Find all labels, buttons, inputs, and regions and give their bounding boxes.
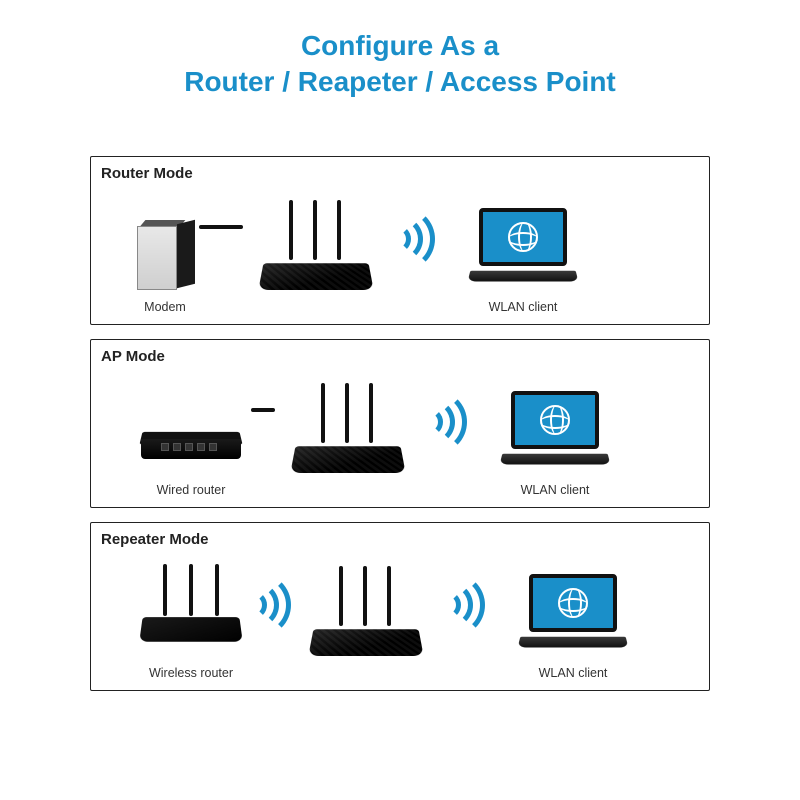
laptop-device: WLAN client bbox=[513, 570, 633, 680]
laptop-icon bbox=[495, 387, 615, 479]
asus-router-icon bbox=[275, 383, 415, 493]
cable-link-icon bbox=[199, 225, 243, 229]
wired-router-icon bbox=[131, 409, 251, 479]
laptop-icon bbox=[513, 570, 633, 662]
modem-device: Modem bbox=[131, 216, 199, 314]
globe-icon bbox=[558, 588, 588, 618]
modem-icon bbox=[131, 216, 199, 296]
laptop-device: WLAN client bbox=[463, 204, 583, 314]
panel-row: Wireless router bbox=[101, 552, 699, 680]
device-label: WLAN client bbox=[539, 666, 608, 680]
asus-router-icon bbox=[293, 566, 433, 676]
device-label: WLAN client bbox=[489, 300, 558, 314]
device-label: Wired router bbox=[157, 483, 226, 497]
globe-icon bbox=[540, 405, 570, 435]
panel-router-mode: Router Mode Modem bbox=[90, 156, 710, 325]
panel-row: Wired router WLAN client bbox=[101, 369, 699, 497]
panel-ap-mode: AP Mode Wired router bbox=[90, 339, 710, 508]
wifi-signal-icon bbox=[439, 570, 491, 640]
wifi-signal-icon bbox=[421, 387, 473, 457]
panel-title: Repeater Mode bbox=[101, 531, 699, 548]
panels-container: Router Mode Modem bbox=[90, 156, 710, 691]
title-line-1: Configure As a bbox=[184, 28, 616, 64]
wifi-signal-icon bbox=[389, 204, 441, 274]
laptop-icon bbox=[463, 204, 583, 296]
panel-title: AP Mode bbox=[101, 348, 699, 365]
asus-router-icon bbox=[243, 200, 383, 310]
device-label: Modem bbox=[144, 300, 186, 314]
panel-title: Router Mode bbox=[101, 165, 699, 182]
device-label: Wireless router bbox=[149, 666, 233, 680]
cable-link-icon bbox=[251, 408, 275, 412]
wired-router-device: Wired router bbox=[131, 409, 251, 497]
page-title: Configure As a Router / Reapeter / Acces… bbox=[184, 28, 616, 101]
wifi-signal-icon bbox=[245, 570, 297, 640]
globe-icon bbox=[508, 222, 538, 252]
panel-row: Modem WLAN client bbox=[101, 186, 699, 314]
panel-repeater-mode: Repeater Mode Wireless router bbox=[90, 522, 710, 691]
title-line-2: Router / Reapeter / Access Point bbox=[184, 64, 616, 100]
laptop-device: WLAN client bbox=[495, 387, 615, 497]
asus-router-device bbox=[243, 200, 383, 314]
device-label: WLAN client bbox=[521, 483, 590, 497]
asus-router-device bbox=[275, 383, 415, 497]
asus-router-device bbox=[293, 566, 433, 680]
